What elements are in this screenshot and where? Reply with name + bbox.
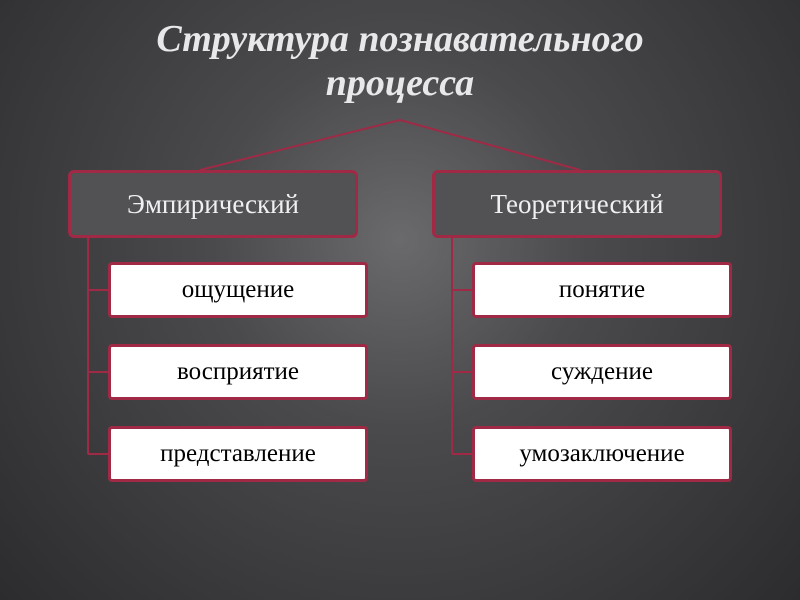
slide-title-line1: Структура познавательного bbox=[156, 18, 643, 60]
item-representation-label: представление bbox=[160, 440, 316, 468]
item-judgment-label: суждение bbox=[551, 358, 653, 386]
slide-title: Структура познавательного процесса bbox=[0, 18, 800, 105]
category-theoretical: Теоретический bbox=[432, 170, 722, 238]
category-theoretical-label: Теоретический bbox=[491, 189, 664, 220]
category-empirical-label: Эмпирический bbox=[127, 189, 299, 220]
item-representation: представление bbox=[108, 426, 368, 482]
item-inference-label: умозаключение bbox=[519, 440, 684, 468]
slide-title-line2: процесса bbox=[326, 62, 474, 104]
category-empirical: Эмпирический bbox=[68, 170, 358, 238]
item-perception: восприятие bbox=[108, 344, 368, 400]
item-inference: умозаключение bbox=[472, 426, 732, 482]
item-concept: понятие bbox=[472, 262, 732, 318]
item-concept-label: понятие bbox=[559, 276, 645, 304]
item-perception-label: восприятие bbox=[177, 358, 299, 386]
item-judgment: суждение bbox=[472, 344, 732, 400]
item-sensation-label: ощущение bbox=[182, 276, 294, 304]
slide: Структура познавательного процесса Эмпир… bbox=[0, 0, 800, 600]
item-sensation: ощущение bbox=[108, 262, 368, 318]
